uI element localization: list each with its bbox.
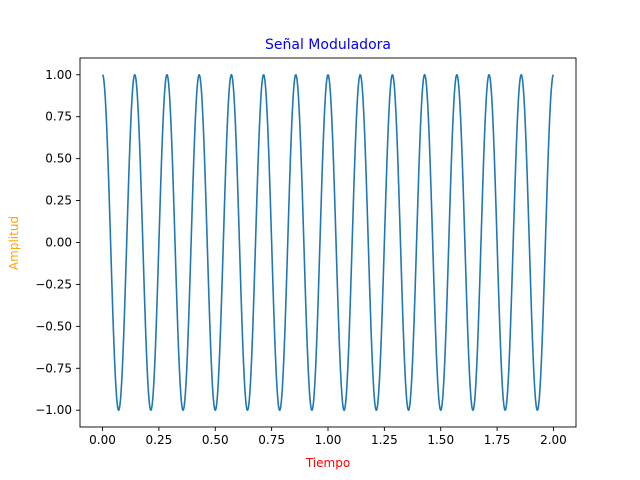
x-tick-label-6: 1.50 <box>427 433 454 447</box>
y-axis-label: Amplitud <box>7 216 21 270</box>
y-tick-label-3: −0.25 <box>35 277 72 291</box>
x-tick-label-5: 1.25 <box>371 433 398 447</box>
x-tick-label-8: 2.00 <box>540 433 567 447</box>
y-tick-label-5: 0.25 <box>45 194 72 208</box>
x-tick-label-7: 1.75 <box>484 433 511 447</box>
y-tick-label-4: 0.00 <box>45 236 72 250</box>
x-tick-label-0: 0.00 <box>89 433 116 447</box>
x-tick-label-3: 0.75 <box>258 433 285 447</box>
y-tick-label-8: 1.00 <box>45 68 72 82</box>
y-tick-label-6: 0.50 <box>45 152 72 166</box>
y-tick-label-1: −0.75 <box>35 361 72 375</box>
y-tick-label-0: −1.00 <box>35 403 72 417</box>
x-tick-label-1: 0.25 <box>146 433 173 447</box>
x-axis-label: Tiempo <box>305 456 350 470</box>
x-tick-label-2: 0.50 <box>202 433 229 447</box>
y-tick-label-7: 0.75 <box>45 110 72 124</box>
y-tick-label-2: −0.50 <box>35 319 72 333</box>
chart-title: Señal Moduladora <box>265 37 391 53</box>
plot-area: 0.00 0.25 0.50 0.75 1.00 1.25 1.50 1.75 2.00 −1.0… <box>35 57 577 447</box>
series-line-0 <box>101 73 555 412</box>
x-tick-label-4: 1.00 <box>315 433 342 447</box>
